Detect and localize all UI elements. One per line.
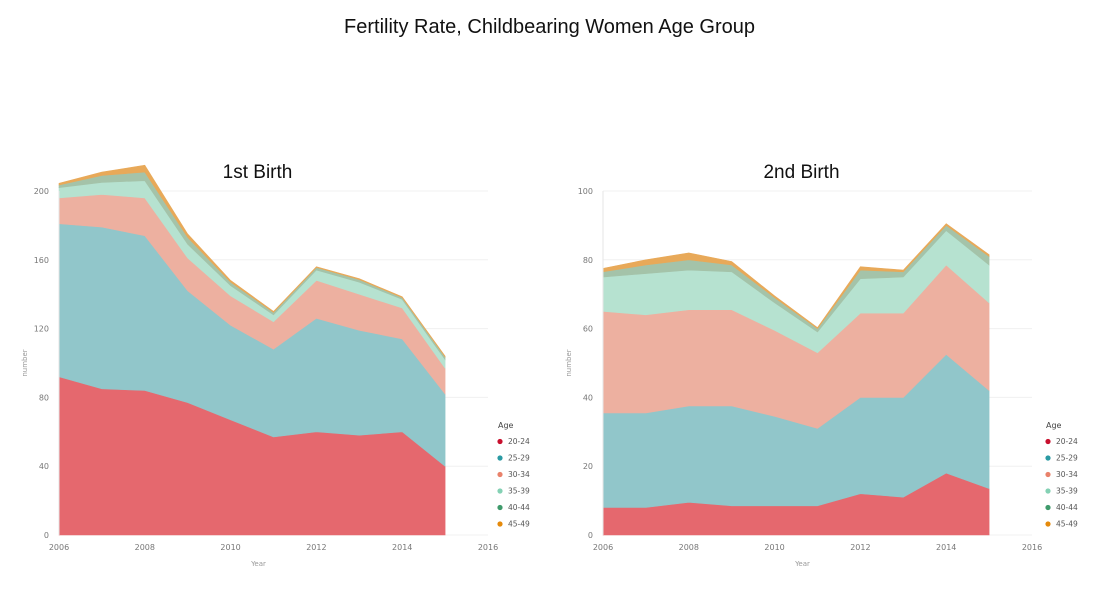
panel-title: 1st Birth [223, 162, 293, 183]
legend-label: 35-39 [1056, 487, 1078, 496]
legend-swatch [497, 471, 503, 478]
legend-swatch [1045, 438, 1051, 445]
legend-swatch [1045, 521, 1051, 527]
legend-label: 40-44 [1056, 503, 1078, 512]
legend-label: 35-39 [508, 487, 530, 496]
legend-swatch [497, 488, 503, 494]
x-tick-label: 2008 [135, 543, 155, 552]
y-tick-label: 0 [44, 531, 49, 540]
panel-title: 2nd Birth [763, 162, 839, 183]
legend-label: 20-24 [508, 437, 530, 446]
y-axis-title: number [21, 349, 29, 376]
x-tick-label: 2016 [1022, 543, 1042, 552]
x-tick-label: 2014 [392, 543, 412, 552]
chart-panel-2: 2nd Birth 0 20 40 60 80 100 2006 2008 2010 2012 201… [565, 162, 1078, 568]
y-tick-label: 40 [39, 462, 49, 471]
x-axis-title: Year [250, 560, 266, 568]
x-tick-label: 2006 [49, 543, 69, 552]
y-tick-label: 20 [583, 462, 593, 471]
legend-label: 45-49 [508, 520, 530, 529]
legend-title: Age [1046, 421, 1062, 430]
y-tick-label: 160 [34, 256, 49, 265]
y-tick-label: 100 [578, 187, 593, 196]
x-tick-label: 2016 [478, 543, 498, 552]
x-tick-label: 2006 [593, 543, 613, 552]
x-tick-label: 2010 [220, 543, 240, 552]
x-tick-label: 2014 [936, 543, 956, 552]
legend-label: 20-24 [1056, 437, 1078, 446]
legend-swatch [1045, 455, 1051, 461]
legend: Age 20-24 25-29 30-34 35-39 40-44 45-49 [497, 421, 530, 529]
legend-swatch [497, 521, 503, 527]
legend-label: 30-34 [508, 470, 530, 479]
x-tick-label: 2012 [306, 543, 326, 552]
legend-swatch [1045, 471, 1051, 478]
y-axis-title: number [565, 349, 573, 376]
y-tick-label: 80 [39, 393, 49, 402]
legend-label: 25-29 [508, 454, 530, 463]
legend-swatch [497, 504, 503, 511]
main-title: Fertility Rate, Childbearing Women Age G… [344, 16, 755, 38]
y-tick-label: 60 [583, 325, 593, 334]
legend-label: 30-34 [1056, 470, 1078, 479]
y-tick-label: 80 [583, 256, 593, 265]
area-series-45-49 [602, 223, 990, 330]
legend-swatch [497, 455, 503, 461]
legend-label: 45-49 [1056, 520, 1078, 529]
x-axis-title: Year [794, 560, 810, 568]
x-tick-label: 2008 [679, 543, 699, 552]
area-series-45-49 [58, 164, 446, 358]
legend-swatch [1045, 488, 1051, 494]
legend: Age 20-24 25-29 30-34 35-39 40-44 45-49 [1045, 421, 1078, 529]
legend-label: 40-44 [508, 503, 530, 512]
y-tick-label: 40 [583, 393, 593, 402]
legend-title: Age [498, 421, 514, 430]
y-tick-label: 200 [34, 187, 49, 196]
y-tick-label: 0 [588, 531, 593, 540]
chart-panel-1: 1st Birth 0 40 80 120 160 200 2006 2008 2010 2012 2… [21, 162, 530, 568]
x-tick-label: 2010 [764, 543, 784, 552]
x-tick-label: 2012 [850, 543, 870, 552]
legend-label: 25-29 [1056, 454, 1078, 463]
legend-swatch [497, 438, 503, 445]
y-tick-label: 120 [34, 325, 49, 334]
legend-swatch [1045, 504, 1051, 511]
